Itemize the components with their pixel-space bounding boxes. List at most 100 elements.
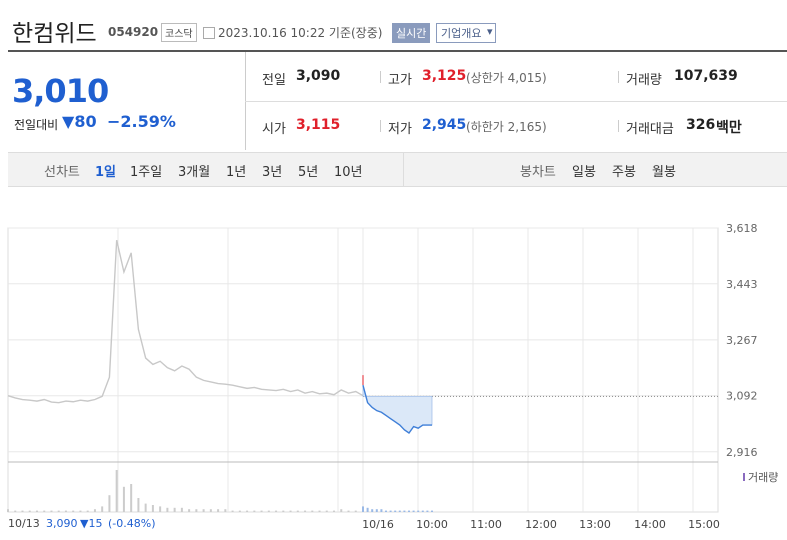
volume-bar: [7, 509, 9, 512]
x-tick-label: 12:00: [525, 518, 557, 531]
volume-bar: [333, 510, 336, 512]
change-rate: −2.59%: [107, 112, 176, 131]
volume-bar: [166, 507, 169, 512]
tab-bar: [8, 152, 787, 187]
stat-label: 거래량: [626, 73, 662, 88]
volume-bar: [101, 506, 104, 512]
volume-bar: [195, 509, 198, 512]
change-label: 전일대비: [14, 118, 59, 132]
volume-label: 거래량: [748, 471, 778, 484]
y-tick-label: 3,443: [726, 278, 758, 291]
x-tick-label: 10:00: [416, 518, 448, 531]
volume-bar: [412, 510, 415, 512]
volume-bar: [64, 510, 67, 512]
volume-bar: [72, 510, 75, 512]
timestamp: 2023.10.16 10:22 기준(장중): [218, 26, 383, 40]
stat-value: 3,090: [296, 68, 341, 84]
volume-bar: [380, 509, 383, 512]
divider: [245, 101, 787, 102]
divider: [403, 153, 404, 186]
stat-value: 2,945: [422, 117, 467, 133]
x-tick-label: 13:00: [579, 518, 611, 531]
volume-bar: [115, 470, 118, 512]
x-tick-label: 10/16: [362, 518, 394, 531]
footer-change: ▼15: [80, 517, 103, 530]
volume-bar: [260, 510, 263, 512]
stat-value: 107,639: [674, 68, 738, 84]
volume-bar: [209, 509, 212, 512]
calendar-icon: [203, 27, 215, 39]
stat-note: (상한가 4,015): [466, 71, 547, 85]
stat-label: 저가: [388, 122, 412, 137]
volume-bar: [311, 510, 314, 512]
footer-rate: (-0.48%): [108, 517, 156, 530]
volume-bar: [21, 510, 24, 512]
company-button[interactable]: 기업개요 ▾: [436, 23, 497, 43]
volume-bar: [362, 506, 364, 512]
volume-bar: [180, 507, 183, 512]
volume-bar: [267, 510, 270, 512]
period-tab[interactable]: 3년: [262, 165, 283, 180]
volume-bar: [93, 509, 96, 512]
volume-bar: [217, 509, 220, 512]
volume-bar: [354, 510, 357, 512]
period-tab[interactable]: 3개월: [178, 165, 211, 180]
volume-bar: [86, 510, 89, 512]
stat-value: 3,115: [296, 117, 341, 133]
y-tick-label: 3,618: [726, 222, 758, 235]
volume-bar: [43, 510, 46, 512]
volume-bar: [347, 510, 350, 512]
volume-bar: [371, 509, 374, 512]
period-tab[interactable]: 10년: [334, 165, 363, 180]
volume-bar: [398, 510, 401, 512]
volume-bar: [296, 510, 299, 512]
volume-bar: [231, 510, 234, 512]
volume-bar: [394, 510, 397, 512]
y-tick-label: 2,916: [726, 446, 758, 459]
x-tick-label: 15:00: [688, 518, 720, 531]
volume-bar: [137, 498, 140, 512]
stat-label: 고가: [388, 73, 412, 88]
volume-bar: [340, 509, 343, 512]
volume-bar: [28, 510, 31, 512]
price-line: [362, 384, 432, 434]
volume-legend-swatch: [743, 473, 745, 481]
volume-bar: [431, 510, 433, 512]
current-price: 3,010: [12, 72, 109, 110]
volume-bar: [188, 509, 191, 512]
volume-bar: [224, 509, 227, 512]
volume-bar: [144, 503, 147, 512]
y-tick-label: 3,092: [726, 390, 758, 403]
volume-bar: [57, 510, 60, 512]
candle-tab[interactable]: 주봉: [612, 165, 636, 180]
volume-bar: [366, 507, 369, 512]
volume-bar: [202, 509, 205, 512]
stat-label: 시가: [262, 122, 286, 137]
volume-bar: [403, 510, 406, 512]
volume-bar: [275, 510, 278, 512]
realtime-button[interactable]: 실시간: [392, 23, 431, 43]
volume-bar: [421, 510, 424, 512]
volume-bar: [79, 510, 82, 512]
period-tab[interactable]: 1일: [95, 165, 117, 180]
volume-bar: [417, 510, 420, 512]
x-tick-label: 11:00: [470, 518, 502, 531]
period-tab[interactable]: 1년: [226, 165, 247, 180]
period-tab[interactable]: 5년: [298, 165, 319, 180]
candle-tab[interactable]: 일봉: [572, 165, 596, 180]
stat-value: 3,125: [422, 68, 467, 84]
y-tick-label: 3,267: [726, 334, 758, 347]
stat-unit: 백만: [716, 120, 742, 136]
stat-separator: [380, 71, 381, 83]
volume-bar: [408, 510, 410, 512]
change-value: 80: [74, 112, 97, 131]
candle-tab[interactable]: 월봉: [652, 165, 676, 180]
tab-label: 선차트: [44, 165, 80, 180]
volume-bar: [14, 510, 17, 512]
period-tab[interactable]: 1주일: [130, 165, 163, 180]
volume-bar: [318, 510, 321, 512]
stat-label: 거래대금: [626, 122, 674, 137]
volume-bar: [122, 486, 125, 512]
volume-bar: [35, 510, 38, 512]
volume-bar: [173, 507, 176, 512]
